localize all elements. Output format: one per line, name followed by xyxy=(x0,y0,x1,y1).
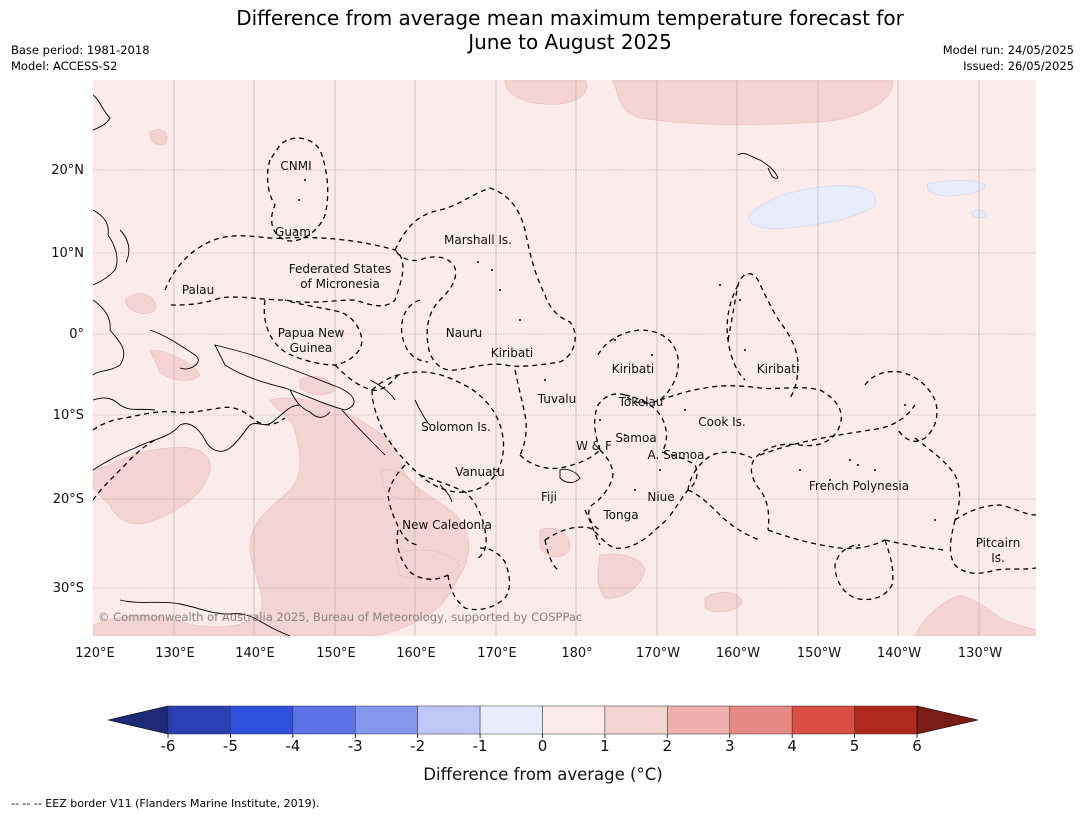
colorbar-bin xyxy=(854,705,918,735)
lon-label: 140°E xyxy=(235,646,275,661)
label-kiribati-central: Kiribati xyxy=(612,362,654,376)
lon-label: 120°E xyxy=(75,646,115,661)
label-new-caledonia: New Caledonia xyxy=(402,518,492,532)
lon-label: 170°W xyxy=(636,646,680,661)
lon-label: 150°W xyxy=(797,646,841,661)
colorbar-bin xyxy=(791,705,855,735)
label-kiribati-west: Kiribati xyxy=(491,346,533,360)
colorbar-tick-label: -5 xyxy=(223,737,238,755)
label-fsm-1: Federated States xyxy=(289,262,391,276)
island-dots xyxy=(295,179,1000,556)
label-asamoa: A. Samoa xyxy=(648,448,705,462)
label-pitcairn-1: Pitcairn xyxy=(976,536,1021,550)
label-png-2: Guinea xyxy=(290,341,333,355)
label-pitcairn-2: Is. xyxy=(991,551,1005,565)
lat-label: 10°S xyxy=(53,408,84,423)
lat-lines xyxy=(93,169,1036,589)
label-wf: W & F xyxy=(576,439,612,453)
colorbar-bin xyxy=(542,705,606,735)
label-guam: Guam xyxy=(275,225,311,239)
lat-label: 30°S xyxy=(53,581,84,596)
label-samoa: Samoa xyxy=(615,431,656,445)
lon-label: 160°E xyxy=(396,646,436,661)
label-png-1: Papua New xyxy=(278,326,345,340)
colorbar-tick-label: 3 xyxy=(725,737,735,755)
label-nauru: Nauru xyxy=(446,326,482,340)
colorbar-bin xyxy=(667,705,730,735)
chart-title: Difference from average mean maximum tem… xyxy=(0,6,1085,54)
colorbar-bin xyxy=(230,705,294,735)
colorbar-tick-label: 2 xyxy=(663,737,673,755)
label-palau: Palau xyxy=(182,283,214,297)
label-tonga: Tonga xyxy=(602,508,638,522)
title-line-2: June to August 2025 xyxy=(468,30,672,54)
eez-borders xyxy=(93,137,1036,611)
colorbar-tick-label: 5 xyxy=(850,737,860,755)
colorbar-tick-label: -3 xyxy=(348,737,363,755)
map-copyright: © Commonwealth of Australia 2025, Bureau… xyxy=(98,610,582,624)
lon-label: 130°W xyxy=(958,646,1002,661)
label-solomon: Solomon Is. xyxy=(421,420,491,434)
label-cnmi: CNMI xyxy=(280,159,311,173)
meta-left: Base period: 1981-2018 Model: ACCESS-S2 xyxy=(11,42,150,74)
colorbar-tick-label: 1 xyxy=(600,737,610,755)
model-run: Model run: 24/05/2025 xyxy=(942,43,1074,57)
colorbar: -6 -5 -4 -3 -2 -1 0 1 2 3 4 5 6 xyxy=(107,705,979,755)
colorbar-tick-label: -6 xyxy=(161,737,176,755)
anomaly-neg1-0-areas xyxy=(747,180,987,229)
label-vanuatu: Vanuatu xyxy=(455,465,505,479)
colorbar-bin xyxy=(417,705,481,735)
title-line-1: Difference from average mean maximum tem… xyxy=(236,6,904,30)
lon-label: 180° xyxy=(561,646,592,661)
colorbar-tick-label: -2 xyxy=(410,737,425,755)
lat-label: 20°N xyxy=(51,163,84,178)
colorbar-label: Difference from average (°C) xyxy=(423,765,662,784)
colorbar-under-extend xyxy=(107,705,169,735)
issued-date: Issued: 26/05/2025 xyxy=(963,59,1074,73)
colorbar-bin xyxy=(604,705,668,735)
anomaly-1-2-areas xyxy=(93,80,1036,636)
label-tuvalu: Tuvalu xyxy=(537,392,577,406)
lon-labels: 120°E 130°E 140°E 150°E 160°E 170°E 180°… xyxy=(75,646,1002,661)
lat-label: 10°N xyxy=(51,246,84,261)
lon-label: 140°W xyxy=(877,646,921,661)
footer-note: -- -- -- EEZ border V11 (Flanders Marine… xyxy=(11,797,320,810)
meta-right: Model run: 24/05/2025 Issued: 26/05/2025 xyxy=(943,42,1074,74)
colorbar-bin xyxy=(292,705,356,735)
lat-labels: 20°N 10°N 0° 10°S 20°S 30°S xyxy=(51,163,84,596)
model-name: Model: ACCESS-S2 xyxy=(11,59,118,73)
lon-label: 160°W xyxy=(716,646,760,661)
label-marshall: Marshall Is. xyxy=(444,233,512,247)
colorbar-bin xyxy=(729,705,793,735)
region-labels: CNMI Guam Marshall Is. Federated States … xyxy=(182,159,1020,565)
label-tokelau: Tokelau xyxy=(618,395,664,409)
colorbar-tick-label: 4 xyxy=(787,737,797,755)
label-fiji: Fiji xyxy=(541,490,557,504)
colorbar-tick-label: -1 xyxy=(473,737,488,755)
coastlines xyxy=(93,94,779,636)
lon-label: 170°E xyxy=(477,646,517,661)
label-fsm-2: of Micronesia xyxy=(300,277,380,291)
colorbar-bin xyxy=(479,705,543,735)
lon-label: 150°E xyxy=(316,646,356,661)
colorbar-tick-label: -4 xyxy=(285,737,300,755)
label-french-polynesia: French Polynesia xyxy=(809,479,909,493)
lat-label: 0° xyxy=(69,327,84,342)
label-niue: Niue xyxy=(647,490,674,504)
colorbar-bin xyxy=(167,705,231,735)
colorbar-bin xyxy=(355,705,418,735)
lon-label: 130°E xyxy=(155,646,195,661)
graticule xyxy=(173,80,980,636)
colorbar-tick-label: 6 xyxy=(912,737,922,755)
colorbar-tick-label: 0 xyxy=(538,737,548,755)
label-cook: Cook Is. xyxy=(698,415,745,429)
colorbar-over-extend xyxy=(916,705,979,735)
lat-label: 20°S xyxy=(53,492,84,507)
base-period: Base period: 1981-2018 xyxy=(11,43,150,57)
label-kiribati-east: Kiribati xyxy=(757,362,799,376)
